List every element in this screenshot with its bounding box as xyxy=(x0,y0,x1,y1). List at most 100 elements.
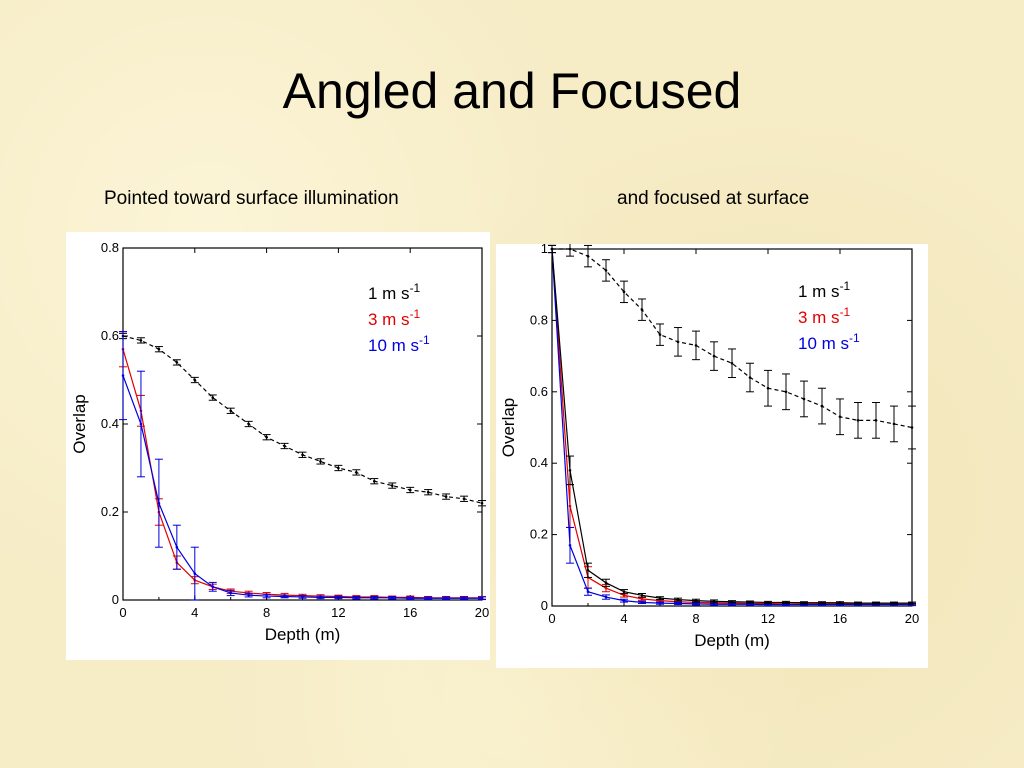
data-point xyxy=(586,254,590,258)
data-point xyxy=(568,469,572,472)
data-point xyxy=(676,598,680,601)
data-point xyxy=(694,599,698,602)
data-point xyxy=(730,600,734,604)
series-2 xyxy=(119,331,486,601)
data-point xyxy=(892,601,896,605)
data-point xyxy=(586,590,590,594)
legend-superscript: -1 xyxy=(849,331,860,345)
y-axis-title: Overlap xyxy=(499,398,518,458)
data-point xyxy=(712,600,716,603)
y-tick-label: 0.4 xyxy=(530,455,548,470)
data-point xyxy=(730,602,734,606)
legend-label: 3 m s xyxy=(368,310,410,329)
data-point xyxy=(568,504,572,508)
data-point xyxy=(319,596,322,599)
y-tick-label: 0.8 xyxy=(101,240,119,255)
x-tick-label: 8 xyxy=(263,605,270,620)
right-chart-caption: and focused at surface xyxy=(617,188,810,209)
legend-label: 3 m s xyxy=(798,308,840,327)
x-axis-title: Depth (m) xyxy=(265,625,341,644)
data-point xyxy=(193,378,197,382)
data-point xyxy=(838,601,842,605)
legend-label: 1 m s xyxy=(368,284,410,303)
right-overlap-chart: 0 4 8 12 16 20 0 0.2 0.4 0.6 0.8 1 Depth (m) Overlap 1… xyxy=(499,244,919,650)
right-chart-panel: 0 4 8 12 16 20 0 0.2 0.4 0.6 0.8 1 Depth (m) Overlap 1… xyxy=(496,244,928,668)
data-point xyxy=(604,269,608,272)
data-point xyxy=(355,471,358,474)
data-point xyxy=(301,453,304,457)
data-point xyxy=(712,602,716,606)
data-point xyxy=(640,593,644,597)
data-point xyxy=(426,490,430,494)
legend-label: 10 m s xyxy=(798,334,849,353)
data-point xyxy=(658,596,662,600)
y-tick-label: 1 xyxy=(541,244,548,256)
data-point xyxy=(694,602,698,606)
data-point xyxy=(390,484,394,487)
data-point xyxy=(247,593,250,597)
x-tick-label: 4 xyxy=(191,605,198,620)
data-point xyxy=(658,601,662,605)
legend-entry: 3 m s-1 xyxy=(798,305,851,327)
legend-entry: 3 m s-1 xyxy=(368,307,421,329)
data-point xyxy=(874,601,878,605)
x-axis-title: Depth (m) xyxy=(694,631,770,650)
data-point xyxy=(604,586,608,590)
series-0 xyxy=(119,332,486,507)
x-tick-label: 12 xyxy=(761,611,775,626)
data-point xyxy=(462,497,466,501)
data-point xyxy=(784,601,788,604)
x-tick-label: 0 xyxy=(548,611,555,626)
data-point xyxy=(247,422,250,426)
x-tick-label: 8 xyxy=(692,611,699,626)
data-point xyxy=(802,601,806,605)
left-chart-panel: 0 4 8 12 16 20 0 0.2 0.4 0.6 0.8 Depth (m) Overlap 1 … xyxy=(66,232,490,660)
y-tick-label: 0.6 xyxy=(530,384,548,399)
data-point xyxy=(586,569,590,572)
data-point xyxy=(568,544,572,547)
data-point xyxy=(748,376,752,379)
data-point xyxy=(121,374,125,377)
data-point xyxy=(283,444,286,448)
slide-title: Angled and Focused xyxy=(282,63,742,119)
y-tick-label: 0 xyxy=(541,598,548,613)
y-tick-label: 0.2 xyxy=(101,504,119,519)
data-point xyxy=(568,247,572,251)
data-point xyxy=(193,572,197,575)
data-point xyxy=(892,422,896,426)
legend-entry: 1 m s-1 xyxy=(798,279,851,301)
data-point xyxy=(265,435,268,439)
legend-superscript: -1 xyxy=(840,305,851,319)
x-tick-label: 20 xyxy=(475,605,489,620)
legend-label: 10 m s xyxy=(368,336,419,355)
series-1 xyxy=(548,244,916,606)
data-point xyxy=(157,347,161,351)
y-tick-label: 0.4 xyxy=(101,416,119,431)
left-chart-caption: Pointed toward surface illumination xyxy=(104,188,399,209)
data-point xyxy=(265,594,268,598)
x-tick-label: 12 xyxy=(331,605,345,620)
data-point xyxy=(462,596,466,600)
data-point xyxy=(283,595,286,598)
data-point xyxy=(622,290,626,294)
data-point xyxy=(694,344,698,347)
data-point xyxy=(211,585,215,589)
legend-superscript: -1 xyxy=(410,281,421,295)
legend-entry: 10 m s-1 xyxy=(368,333,430,355)
data-point xyxy=(211,396,215,399)
legend-superscript: -1 xyxy=(419,333,430,347)
series-1 xyxy=(119,331,486,600)
data-point xyxy=(622,590,626,594)
data-point xyxy=(157,501,161,505)
y-tick-label: 0.2 xyxy=(530,527,548,542)
data-point xyxy=(408,596,412,600)
series-3 xyxy=(548,244,916,605)
data-point xyxy=(910,426,914,429)
legend-label: 1 m s xyxy=(798,282,840,301)
y-tick-label: 0.8 xyxy=(530,312,548,327)
series-0 xyxy=(548,244,916,450)
data-point xyxy=(874,419,878,422)
data-point xyxy=(444,495,448,498)
legend-entry: 1 m s-1 xyxy=(368,281,421,303)
data-point xyxy=(480,501,484,505)
